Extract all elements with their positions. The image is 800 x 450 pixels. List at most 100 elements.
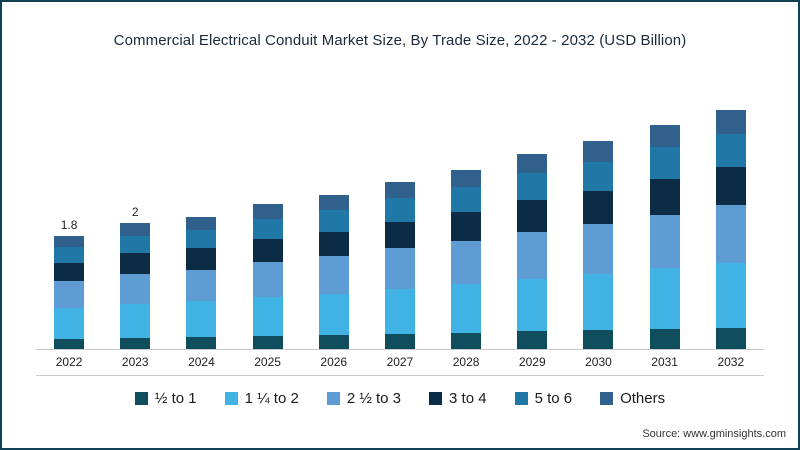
- bar-segment: [451, 241, 482, 285]
- bar-chart: 1.8 2: [36, 74, 764, 350]
- bar-segment: [451, 187, 482, 213]
- legend-swatch-icon: [326, 391, 340, 405]
- x-axis-tick-label: 2031: [651, 355, 678, 369]
- x-axis-tick-label: 2023: [121, 355, 149, 369]
- bar-segment: [318, 194, 349, 211]
- legend-swatch-icon: [514, 391, 528, 405]
- bar-column: [503, 136, 561, 349]
- x-axis-tick-label: 2030: [585, 355, 612, 369]
- bar-segment: [186, 248, 217, 270]
- chart-title: Commercial Electrical Conduit Market Siz…: [113, 32, 687, 49]
- bar-segment: [649, 328, 680, 349]
- bar-column: [172, 199, 230, 349]
- legend-label: 1 ¼ to 2: [244, 389, 299, 407]
- bar-column: [371, 164, 429, 349]
- bar-segment: [120, 235, 151, 254]
- bar-segment: [252, 296, 283, 336]
- bar-segment: [715, 133, 746, 168]
- bar-segment: [715, 167, 746, 206]
- bar-segment: [451, 169, 482, 188]
- bar-column: 2: [106, 205, 164, 349]
- bar-segment: [583, 224, 614, 275]
- bar-column: [702, 92, 760, 349]
- bar-segment: [384, 198, 415, 222]
- bar-segment: [583, 190, 614, 225]
- bar-segment: [649, 214, 680, 269]
- bar-segment: [186, 216, 217, 230]
- bar-segment: [54, 235, 85, 247]
- stacked-bar: [54, 235, 85, 349]
- bar-segment: [120, 337, 151, 349]
- bar-segment: [451, 212, 482, 242]
- bar-segment: [384, 333, 415, 349]
- bar-segment: [583, 141, 614, 162]
- x-axis-tick-label: 2028: [452, 355, 480, 369]
- bar-segment: [186, 301, 217, 337]
- bar-segment: [517, 331, 548, 349]
- bar-segment: [252, 238, 283, 263]
- stacked-bar: [583, 141, 614, 349]
- stacked-bar: [186, 216, 217, 349]
- bar-segment: [583, 161, 614, 191]
- stacked-bar: [120, 223, 151, 349]
- legend-item: 5 to 6: [514, 389, 573, 407]
- legend-item: 1 ¼ to 2: [224, 389, 299, 407]
- bar-segment: [186, 337, 217, 349]
- bar-segment: [54, 280, 85, 309]
- bar-segment: [384, 221, 415, 249]
- bar-segment: [120, 253, 151, 274]
- legend-label: Others: [620, 389, 666, 407]
- bar-segment: [715, 327, 746, 349]
- legend-item: ½ to 1: [134, 390, 197, 407]
- bar-segment: [517, 173, 548, 201]
- bar-segment: [252, 218, 283, 239]
- bar-segment: [318, 231, 349, 257]
- legend-item: 3 to 4: [429, 390, 487, 407]
- stacked-bar: [252, 204, 283, 349]
- legend-swatch-icon: [134, 391, 148, 405]
- bar-segment: [715, 262, 746, 328]
- x-axis-tick-label: 2027: [386, 355, 414, 369]
- bar-column: [305, 177, 363, 349]
- legend-label: 3 to 4: [449, 389, 487, 407]
- bar-segment: [252, 204, 283, 219]
- bar-segment: [120, 273, 151, 304]
- source-attribution: Source: www.gminsights.com: [642, 428, 786, 440]
- bar-segment: [318, 335, 349, 349]
- x-axis-tick-label: 2025: [254, 355, 281, 369]
- bar-segment: [384, 248, 415, 289]
- x-axis: 2022 2023 2024 2025 2026 2027 2028 2029 2030 2031…: [36, 349, 764, 376]
- bar-segment: [517, 278, 548, 332]
- legend-label: 2 ½ to 3: [346, 389, 402, 407]
- bar-segment: [54, 308, 85, 339]
- bar-value-label: 2: [131, 205, 139, 220]
- bar-segment: [318, 256, 349, 294]
- bar-column: [239, 186, 297, 349]
- legend-label: 5 to 6: [534, 389, 573, 407]
- bar-segment: [384, 288, 415, 334]
- bar-column: [636, 107, 694, 349]
- legend-swatch-icon: [224, 391, 238, 405]
- bar-segment: [54, 262, 85, 281]
- stacked-bar: [517, 153, 548, 349]
- legend: ½ to 1 1 ¼ to 2 2 ½ to 3 3 to 4 5 to 6 Others: [2, 384, 798, 412]
- bar-segment: [384, 182, 415, 199]
- bar-segment: [583, 274, 614, 331]
- bar-segment: [451, 332, 482, 349]
- bar-segment: [517, 153, 548, 174]
- bar-column: 1.8: [40, 218, 98, 349]
- x-axis-tick-label: 2032: [717, 355, 745, 369]
- bar-segment: [649, 268, 680, 329]
- stacked-bar: [384, 182, 415, 349]
- bar-segment: [583, 330, 614, 349]
- bar-segment: [54, 338, 85, 349]
- legend-swatch-icon: [600, 391, 614, 405]
- x-axis-tick-label: 2024: [188, 355, 215, 369]
- bar-segment: [318, 293, 349, 336]
- stacked-bar: [715, 109, 746, 349]
- bar-segment: [649, 178, 680, 215]
- bar-value-label: 1.8: [60, 217, 78, 232]
- bar-segment: [318, 210, 349, 232]
- bar-column: [437, 152, 495, 349]
